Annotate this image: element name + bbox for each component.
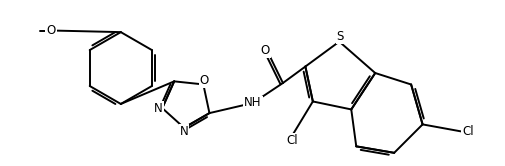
Text: N: N: [179, 125, 188, 138]
Text: S: S: [336, 30, 343, 43]
Text: Cl: Cl: [461, 125, 473, 138]
Text: O: O: [199, 74, 209, 87]
Text: NH: NH: [244, 96, 261, 109]
Text: Cl: Cl: [285, 134, 297, 147]
Text: N: N: [154, 102, 162, 115]
Text: O: O: [261, 44, 270, 57]
Text: O: O: [46, 24, 56, 37]
